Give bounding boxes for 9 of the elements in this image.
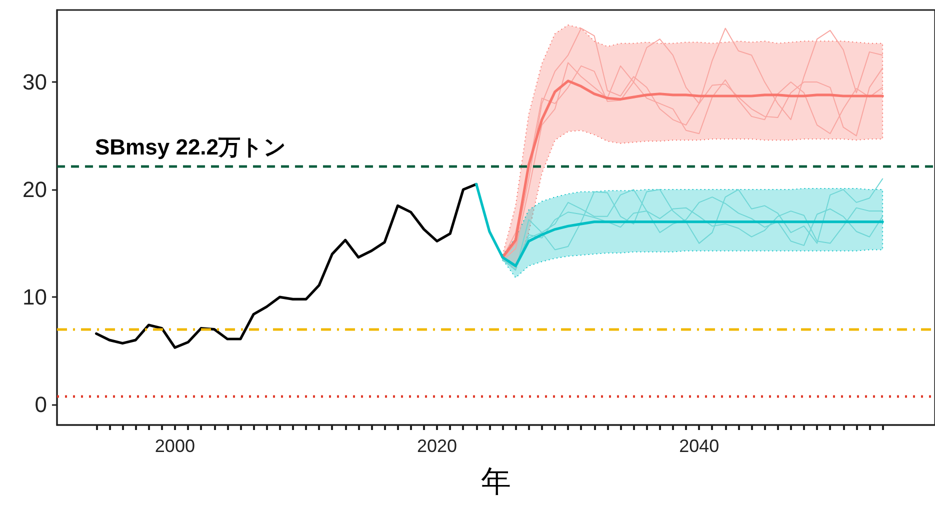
y-tick-label: 20 [22, 177, 47, 202]
x-axis-title: 年 [481, 466, 511, 498]
x-tick-label: 2040 [679, 436, 720, 456]
ref-line-label: SBmsy 22.2万トン [95, 134, 287, 160]
x-tick-label: 2000 [154, 436, 195, 456]
y-tick-label: 0 [34, 392, 47, 418]
y-tick-label: 10 [22, 284, 47, 310]
x-tick-label: 2020 [417, 436, 458, 456]
y-tick-label: 30 [22, 70, 47, 95]
